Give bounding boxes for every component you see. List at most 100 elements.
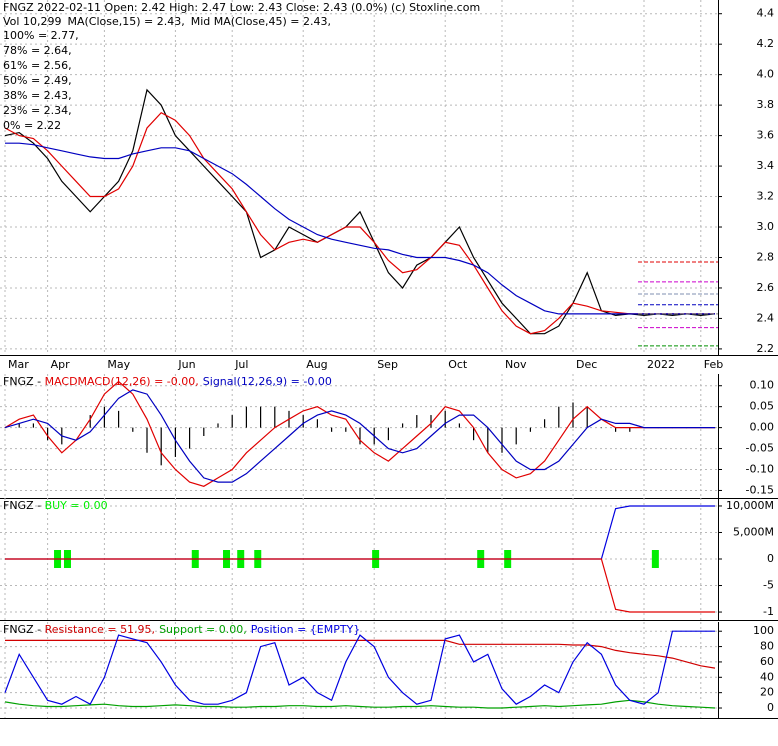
level-label: 78% = 2.64,	[3, 44, 72, 57]
histogram-bar	[430, 415, 432, 428]
histogram-bar	[558, 406, 560, 428]
histogram-bar	[387, 427, 389, 441]
level-label: 50% = 2.49,	[3, 74, 72, 87]
y-tick-label: 3.6	[757, 129, 775, 142]
y-tick-label: -0.10	[746, 463, 774, 476]
y-tick-label: 5,000M	[733, 525, 774, 538]
histogram-bar	[132, 427, 134, 432]
histogram-bar	[217, 423, 219, 428]
histogram-bar	[260, 406, 262, 428]
level-label: 0% = 2.22	[3, 119, 61, 132]
histogram-bar	[302, 415, 304, 428]
indicator-label: BUY = 0.00	[45, 499, 108, 512]
y-tick-label: -1	[763, 605, 774, 618]
histogram-bar	[501, 427, 503, 453]
x-tick-label: Mar	[8, 358, 29, 371]
series-line	[5, 558, 715, 613]
histogram-bar	[245, 406, 247, 428]
y-tick-label: -0.15	[746, 483, 774, 496]
panel-title: FNGZ 2022-02-11 Open: 2.42 High: 2.47 Lo…	[3, 1, 480, 14]
y-tick-label: 2.8	[757, 250, 775, 263]
histogram-bar	[231, 415, 233, 428]
histogram-bar	[473, 427, 475, 441]
title: FNGZ -	[3, 375, 45, 388]
x-tick-label: Feb	[704, 358, 723, 371]
histogram-bar	[160, 427, 162, 466]
y-tick-label: 60	[760, 655, 774, 668]
histogram-bar	[586, 406, 588, 428]
series-line	[4, 380, 715, 487]
panel-title: FNGZ - MACDMACD(12,26) = -0.00, Signal(12…	[3, 375, 332, 388]
y-tick-label: 0.10	[750, 379, 775, 392]
histogram-bar	[189, 427, 191, 449]
y-tick-label: 40	[760, 670, 774, 683]
title: FNGZ -	[3, 499, 45, 512]
level-label: 38% = 2.43,	[3, 89, 72, 102]
legend-entry: Resistance = 51.95,	[45, 623, 155, 636]
y-tick-label: 2.2	[757, 342, 775, 355]
x-tick-label: Sep	[377, 358, 398, 371]
histogram-bar	[529, 427, 531, 432]
title: FNGZ -	[3, 623, 45, 636]
y-tick-label: 3.0	[757, 220, 775, 233]
y-tick-label: -0.05	[746, 442, 774, 455]
histogram-bar	[615, 427, 617, 432]
y-tick-label: 3.4	[757, 159, 775, 172]
level-label: 23% = 2.34,	[3, 104, 72, 117]
histogram-bar	[331, 427, 333, 432]
histogram-bar	[629, 427, 631, 432]
legend-entry: Mid MA(Close,45) = 2.43,	[191, 15, 331, 28]
x-tick-label: 2022	[647, 358, 675, 371]
histogram-bar	[146, 427, 148, 453]
y-tick-label: 2.4	[757, 311, 775, 324]
histogram-bar	[4, 427, 6, 429]
buy-signal	[651, 550, 659, 568]
series-line	[4, 699, 716, 709]
title: FNGZ 2022-02-11 Open: 2.42 High: 2.47 Lo…	[3, 1, 480, 14]
y-tick-label: 3.2	[757, 190, 775, 203]
x-tick-label: Nov	[505, 358, 527, 371]
y-tick-label: 4.4	[757, 7, 775, 20]
histogram-bar	[416, 415, 418, 428]
y-tick-label: 4.2	[757, 37, 775, 50]
series-line	[5, 639, 716, 669]
y-tick-label: 10,000M	[726, 499, 774, 512]
x-tick-label: Jun	[177, 358, 195, 371]
histogram-bar	[47, 427, 49, 441]
y-tick-label: -5	[763, 579, 774, 592]
y-tick-label: 0.05	[750, 400, 775, 413]
x-tick-label: Jul	[234, 358, 248, 371]
x-tick-label: Oct	[448, 358, 468, 371]
x-tick-label: Aug	[306, 358, 327, 371]
x-tick-label: Apr	[51, 358, 71, 371]
histogram-bar	[203, 427, 205, 436]
histogram-bar	[544, 419, 546, 428]
x-tick-label: Dec	[576, 358, 597, 371]
legend-entry: Position = {EMPTY}	[251, 623, 361, 636]
histogram-bar	[89, 415, 91, 428]
histogram-bar	[316, 419, 318, 428]
y-tick-label: 0.00	[750, 421, 775, 434]
level-label: 61% = 2.56,	[3, 59, 72, 72]
histogram-bar	[32, 423, 34, 428]
panel-title: FNGZ - Resistance = 51.95, Support = 0.00…	[3, 623, 360, 636]
panel-title: FNGZ - BUY = 0.00	[3, 499, 108, 512]
histogram-bar	[118, 410, 120, 428]
histogram-bar	[458, 423, 460, 428]
legend-entry: Signal(12,26,9) = -0.00	[203, 375, 332, 388]
series-line	[4, 389, 715, 483]
histogram-bar	[444, 410, 446, 428]
histogram-bar	[345, 427, 347, 432]
y-tick-label: 100	[753, 624, 774, 637]
subtitle: Vol 10,299	[3, 15, 61, 28]
histogram-bar	[103, 406, 105, 428]
y-tick-label: 80	[760, 640, 774, 653]
histogram-bar	[487, 427, 489, 453]
legend-entry: MACDMACD(12,26) = -0.00,	[45, 375, 199, 388]
legend-entry: MA(Close,15) = 2.43,	[67, 15, 184, 28]
y-tick-label: 0	[767, 701, 774, 714]
histogram-bar	[18, 423, 20, 428]
histogram-bar	[174, 427, 176, 457]
x-tick-label: May	[107, 358, 130, 371]
panel-subtitle: Vol 10,299 MA(Close,15) = 2.43, Mid MA(Clo…	[3, 15, 331, 28]
